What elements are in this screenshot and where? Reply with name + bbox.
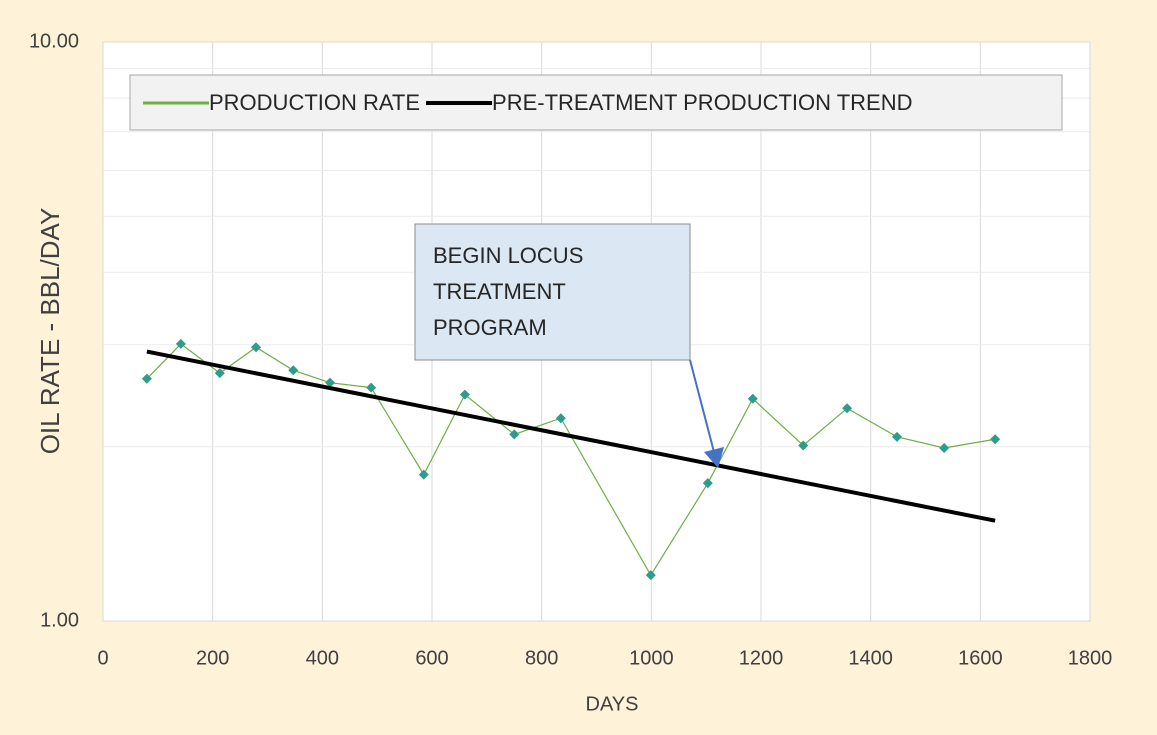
- x-tick-label: 600: [415, 647, 448, 669]
- marker: [891, 431, 902, 442]
- marker: [645, 570, 656, 581]
- marker: [702, 478, 713, 489]
- marker: [798, 440, 809, 451]
- x-tick-label: 1200: [739, 647, 784, 669]
- marker: [990, 434, 1001, 445]
- legend-label: PRODUCTION RATE: [209, 90, 420, 115]
- plot-border: [102, 41, 1091, 622]
- legend: [129, 74, 1063, 131]
- marker: [214, 368, 225, 379]
- marker: [418, 469, 429, 480]
- y-axis-label: OIL RATE - BBL/DAY: [35, 208, 65, 455]
- x-tick-label: 1800: [1068, 647, 1113, 669]
- marker: [288, 365, 299, 376]
- legend-label: PRE-TREATMENT PRODUCTION TREND: [492, 90, 912, 115]
- x-tick-label: 1400: [848, 647, 893, 669]
- annotation-arrow: [689, 359, 715, 453]
- marker: [366, 382, 377, 393]
- marker: [939, 442, 950, 453]
- y-tick-label: 10.00: [29, 30, 79, 52]
- marker: [459, 389, 470, 400]
- x-tick-label: 200: [196, 647, 229, 669]
- x-tick-label: 1600: [958, 647, 1003, 669]
- marker: [842, 403, 853, 414]
- marker: [141, 373, 152, 384]
- annotation-box: [414, 223, 691, 361]
- annotation-text: TREATMENT: [433, 279, 566, 304]
- marker: [747, 393, 758, 404]
- marker: [555, 413, 566, 424]
- x-tick-label: 800: [525, 647, 558, 669]
- marker: [325, 377, 336, 388]
- marker: [175, 338, 186, 349]
- y-tick-label: 1.00: [40, 609, 79, 631]
- x-tick-label: 1000: [629, 647, 674, 669]
- annotation-arrowhead: [704, 447, 724, 468]
- x-tick-label: 400: [306, 647, 339, 669]
- annotation-text: BEGIN LOCUS: [433, 243, 583, 268]
- series-line: [146, 349, 996, 523]
- marker: [509, 429, 520, 440]
- x-axis-label: DAYS: [586, 693, 639, 715]
- x-tick-label: 0: [97, 647, 108, 669]
- annotation-text: PROGRAM: [433, 315, 547, 340]
- marker: [250, 342, 261, 353]
